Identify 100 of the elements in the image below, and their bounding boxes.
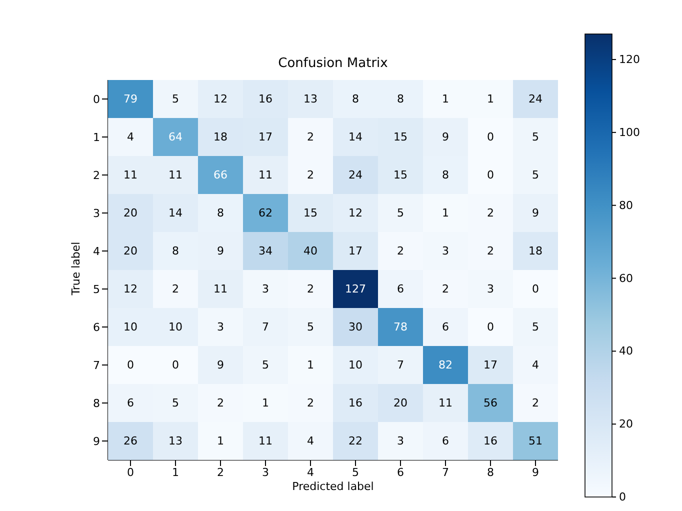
data-label: 4 <box>127 130 134 144</box>
data-label: 6 <box>127 396 134 410</box>
data-label: 18 <box>214 130 228 144</box>
data-label: 2 <box>442 282 449 296</box>
color-bar-label: 100 <box>619 126 640 139</box>
data-label: 9 <box>532 206 539 220</box>
color-bar-label: 120 <box>619 53 640 66</box>
y-tick-label: 9 <box>93 434 100 448</box>
data-label: 17 <box>484 358 498 372</box>
data-label: 2 <box>307 396 314 410</box>
data-label: 15 <box>394 168 408 182</box>
data-label: 2 <box>307 168 314 182</box>
data-label: 34 <box>258 244 272 258</box>
y-axis-title: True label <box>70 240 82 298</box>
data-label: 11 <box>214 282 228 296</box>
data-label: 16 <box>348 396 362 410</box>
data-label: 78 <box>394 320 408 334</box>
data-label: 15 <box>304 206 318 220</box>
data-label: 0 <box>172 358 179 372</box>
data-label: 127 <box>345 282 366 296</box>
data-label: 9 <box>442 130 449 144</box>
data-label: 82 <box>438 358 452 372</box>
data-label: 0 <box>487 168 494 182</box>
data-label: 24 <box>348 168 362 182</box>
x-tick-label: 1 <box>172 466 179 479</box>
data-label: 30 <box>348 320 362 334</box>
data-label: 11 <box>258 168 272 182</box>
data-label: 2 <box>487 206 494 220</box>
x-tick-label: 9 <box>532 466 539 479</box>
y-tick-label: 3 <box>93 206 100 220</box>
data-label: 20 <box>394 396 408 410</box>
data-label: 5 <box>397 206 404 220</box>
data-label: 7 <box>262 320 269 334</box>
data-label: 2 <box>307 282 314 296</box>
data-label: 10 <box>348 358 362 372</box>
data-label: 9 <box>217 358 224 372</box>
data-label: 0 <box>487 320 494 334</box>
x-tick-label: 2 <box>217 466 224 479</box>
data-label: 1 <box>487 92 494 106</box>
data-label: 10 <box>124 320 138 334</box>
data-label: 5 <box>532 130 539 144</box>
data-label: 5 <box>262 358 269 372</box>
data-label: 9 <box>217 244 224 258</box>
data-label: 8 <box>442 168 449 182</box>
x-tick-label: 8 <box>487 466 494 479</box>
x-tick-label: 3 <box>262 466 269 479</box>
data-label: 11 <box>258 434 272 448</box>
data-label: 2 <box>397 244 404 258</box>
data-label: 1 <box>307 358 314 372</box>
data-label: 15 <box>394 130 408 144</box>
color-bar-label: 0 <box>619 490 626 504</box>
y-tick-label: 7 <box>93 358 100 372</box>
data-label: 3 <box>217 320 224 334</box>
data-label: 40 <box>304 244 318 258</box>
data-label: 12 <box>348 206 362 220</box>
data-label: 79 <box>124 92 138 106</box>
data-label: 6 <box>442 320 449 334</box>
data-label: 51 <box>528 434 542 448</box>
data-label: 10 <box>168 320 182 334</box>
data-label: 6 <box>397 282 404 296</box>
color-bar-label: 20 <box>619 418 633 431</box>
data-label: 3 <box>397 434 404 448</box>
color-bar-label: 80 <box>619 198 633 212</box>
data-label: 2 <box>217 396 224 410</box>
data-label: 8 <box>397 92 404 106</box>
data-label: 0 <box>532 282 539 296</box>
data-label: 13 <box>168 434 182 448</box>
data-label: 11 <box>168 168 182 182</box>
data-label: 18 <box>528 244 542 258</box>
color-bar-label: 40 <box>619 344 633 358</box>
data-label: 17 <box>258 130 272 144</box>
data-label: 12 <box>124 282 138 296</box>
data-label: 1 <box>217 434 224 448</box>
data-label: 17 <box>348 244 362 258</box>
data-label: 4 <box>532 358 539 372</box>
data-label: 2 <box>172 282 179 296</box>
y-tick-label: 0 <box>93 92 100 106</box>
data-label: 5 <box>172 396 179 410</box>
data-label: 7 <box>397 358 404 372</box>
data-label: 66 <box>214 168 228 182</box>
y-tick-label: 4 <box>93 244 100 258</box>
x-tick-label: 5 <box>352 466 359 479</box>
data-label: 13 <box>304 92 318 106</box>
data-label: 3 <box>487 282 494 296</box>
data-label: 5 <box>172 92 179 106</box>
data-label: 1 <box>442 206 449 220</box>
data-label: 26 <box>124 434 138 448</box>
data-label: 0 <box>487 130 494 144</box>
data-label: 12 <box>214 92 228 106</box>
data-label: 1 <box>442 92 449 106</box>
data-label: 11 <box>124 168 138 182</box>
data-label: 8 <box>172 244 179 258</box>
data-label: 4 <box>307 434 314 448</box>
data-label: 2 <box>532 396 539 410</box>
data-label: 3 <box>442 244 449 258</box>
data-label: 11 <box>438 396 452 410</box>
x-axis-title: Predicted label <box>291 480 375 493</box>
data-label: 5 <box>307 320 314 334</box>
data-label: 14 <box>168 206 182 220</box>
data-label: 20 <box>124 206 138 220</box>
